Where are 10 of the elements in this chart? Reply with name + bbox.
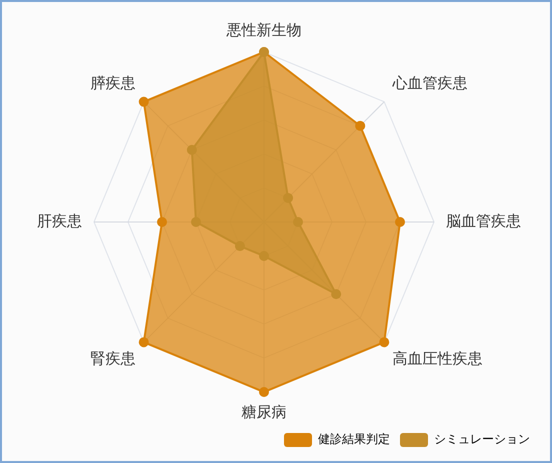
spoke-label: 腎疾患 bbox=[90, 350, 136, 368]
spoke-label: 膵疾患 bbox=[90, 74, 136, 92]
legend-label: シミュレーション bbox=[434, 432, 530, 446]
spoke-label: 脳血管疾患 bbox=[446, 212, 521, 230]
spoke-label: 糖尿病 bbox=[242, 402, 286, 421]
spoke-label: 高血圧性疾患 bbox=[392, 350, 483, 368]
legend-label: 健診結果判定 bbox=[318, 432, 390, 446]
spoke-label: 心血管疾患 bbox=[392, 74, 468, 92]
spoke-label: 悪性新生物 bbox=[226, 20, 302, 39]
spoke-label: 肝疾患 bbox=[37, 212, 82, 230]
